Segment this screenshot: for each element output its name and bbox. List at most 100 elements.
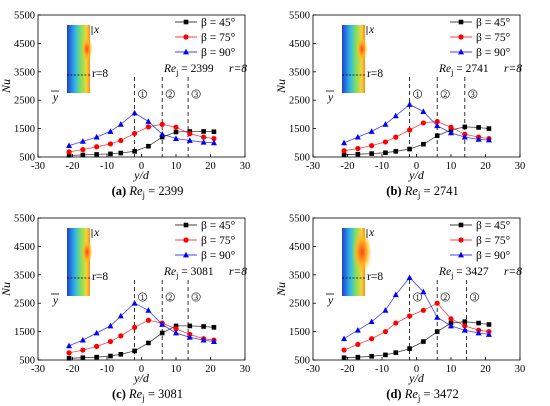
chart-panel-c: -30 -20 -10 0 10 20 30 500 1500 2500 3500 4500 5500 y… [0, 214, 250, 404]
data-point [173, 329, 179, 336]
data-point [407, 313, 413, 319]
caption-sub: j [142, 190, 146, 200]
region-marker-circle [413, 89, 423, 99]
chart-panel-a: -30 -20 -10 0 10 20 30 500 1500 2500 3500 4500 5500 y… [0, 11, 250, 201]
legend: β = 45° β = 75° β = 90° [175, 220, 236, 262]
data-point [93, 133, 100, 140]
data-point [355, 151, 361, 157]
data-point [354, 133, 361, 140]
inset-hotspot [81, 36, 93, 62]
annotation-value: = 2399 [178, 63, 213, 75]
legend-marker [183, 34, 189, 40]
data-point [355, 341, 361, 347]
reynolds-annotation: Rej = 2399 [163, 63, 214, 77]
data-point [173, 129, 179, 135]
data-point [382, 139, 389, 145]
reynolds-annotation: Rej = 3081 [163, 266, 214, 280]
y-tick-label: 4500 [14, 39, 35, 50]
annotation-sub: j [175, 271, 178, 280]
reynolds-annotation: Rej = 3427 [438, 266, 489, 280]
data-point [341, 347, 347, 353]
inset-hotspot [352, 230, 372, 274]
y-tick-label: 1500 [14, 327, 35, 338]
data-point [354, 326, 361, 333]
data-point [210, 139, 217, 146]
data-point [434, 118, 440, 125]
y-tick-label: 3500 [14, 270, 35, 281]
x-tick-label: -10 [100, 364, 114, 375]
data-point [476, 320, 481, 326]
inset-y-label: y [327, 92, 334, 104]
region-marker-circle [138, 292, 148, 302]
data-point [118, 352, 124, 357]
series-line [343, 321, 489, 359]
series-beta-90 [341, 101, 492, 146]
x-tick-label: -30 [306, 364, 320, 375]
data-point [107, 338, 114, 345]
data-point [434, 300, 440, 306]
region-marker-circle [440, 292, 450, 302]
data-point [420, 288, 427, 295]
data-point [211, 135, 217, 142]
data-point [132, 348, 137, 354]
data-point [420, 307, 426, 313]
series-line [68, 130, 214, 156]
series-beta-75 [66, 121, 217, 155]
x-tick-label: -20 [341, 364, 355, 375]
data-point [79, 336, 86, 343]
data-point [341, 335, 348, 342]
data-point [421, 141, 426, 147]
panel-caption: (b) Rej = 2741 [386, 184, 458, 200]
region-marker-label: 1 [141, 90, 145, 99]
x-tick-label: 20 [480, 161, 491, 172]
inset-x-label: x [93, 227, 100, 239]
data-point [131, 109, 138, 116]
y-tick-label: 500 [294, 153, 310, 164]
data-point [434, 314, 441, 320]
region-marker-label: 1 [416, 90, 420, 99]
y-tick-label: 1500 [289, 124, 310, 135]
y-tick-label: 3500 [14, 67, 35, 78]
data-point [80, 347, 86, 353]
region-marker-circle [440, 89, 450, 99]
y-tick-label: 5500 [14, 214, 35, 225]
region-marker-label: 1 [416, 293, 420, 302]
data-point [201, 324, 206, 329]
region-marker-circle [468, 89, 478, 99]
region-marker-circle [470, 292, 480, 302]
data-point [211, 129, 217, 135]
data-point [131, 300, 138, 306]
annotation-value: = 2741 [453, 63, 488, 75]
x-tick-label: 30 [240, 364, 251, 375]
data-point [486, 322, 492, 327]
data-point [486, 126, 492, 131]
annotation-value: = 3427 [453, 266, 488, 278]
legend-marker [183, 237, 189, 243]
data-point [462, 319, 468, 324]
series-beta-45 [66, 323, 217, 361]
data-point [407, 146, 412, 152]
series-line [68, 325, 214, 359]
data-point [369, 143, 375, 149]
caption-value: = 3472 [420, 387, 458, 401]
data-point [80, 355, 86, 361]
y-tick-label: 2500 [14, 96, 35, 107]
series-line [343, 104, 489, 144]
data-point [173, 323, 179, 329]
series-line [68, 123, 214, 153]
y-axis-label: Nu [0, 282, 13, 297]
legend-marker [458, 251, 464, 258]
legend: β = 45° β = 75° β = 90° [175, 17, 236, 59]
legend: β = 45° β = 75° β = 90° [450, 220, 511, 262]
data-point [341, 139, 348, 146]
inset-r-label: r=8 [367, 68, 383, 80]
annotation-r: r=8 [229, 266, 247, 278]
legend-marker [183, 222, 189, 228]
data-point [159, 134, 165, 140]
x-tick-label: 10 [446, 364, 457, 375]
y-tick-label: 3500 [289, 270, 310, 281]
region-marker-label: 2 [168, 90, 172, 99]
inset-hotspot [356, 36, 368, 62]
legend-marker [458, 34, 464, 40]
data-point [79, 138, 86, 144]
